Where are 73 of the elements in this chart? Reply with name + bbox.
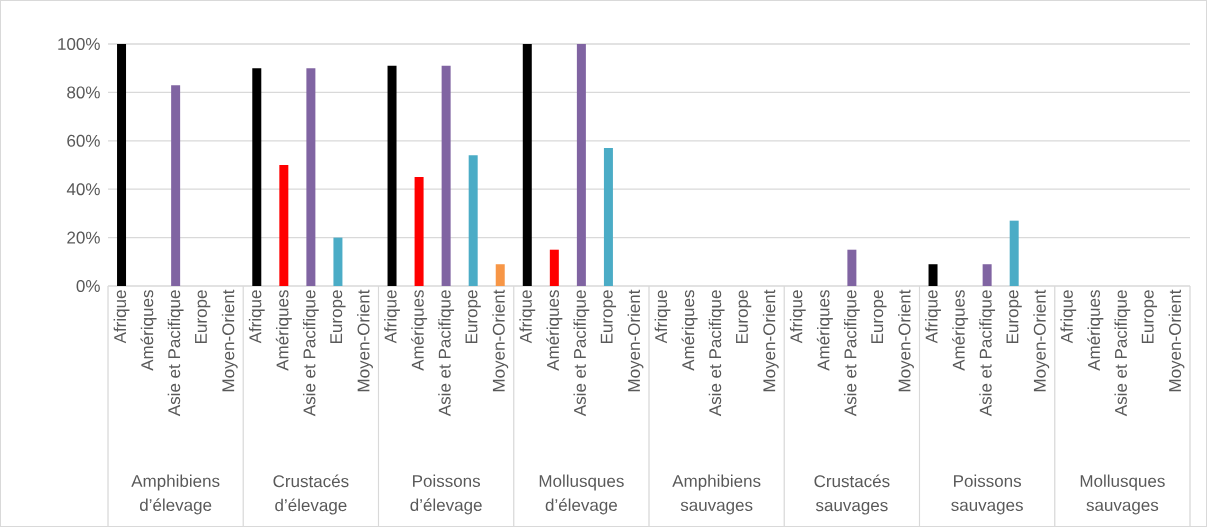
- bar: [495, 264, 505, 287]
- bar: [306, 68, 316, 287]
- y-tick-label: 0%: [76, 280, 100, 293]
- bar: [468, 155, 478, 287]
- y-tick-label: 80%: [67, 86, 100, 99]
- bar: [333, 237, 343, 287]
- bar: [441, 65, 451, 287]
- x-tick-label: Asie et Pacifique: [843, 290, 860, 417]
- x-tick-label: Asie et Pacifique: [167, 290, 184, 417]
- text: Poissons sauvages: [951, 474, 1023, 515]
- x-tick-label: Europe: [330, 290, 346, 344]
- x-tick-label: Afrique: [925, 290, 941, 344]
- x-tick-label: Amériques: [816, 290, 833, 371]
- x-tick-label: Amériques: [275, 290, 292, 371]
- bar: [279, 165, 289, 287]
- x-tick-label: Afrique: [789, 290, 806, 344]
- x-tick-label: Amériques: [546, 290, 563, 371]
- x-tick-label: Moyen-Orient: [221, 289, 238, 392]
- bar: [549, 249, 559, 287]
- x-tick-label: Asie et Pacifique: [573, 290, 590, 417]
- bar: [117, 44, 127, 287]
- x-tick-label: Afrique: [384, 290, 400, 344]
- x-tick-label: Afrique: [248, 290, 265, 344]
- bar: [171, 85, 181, 287]
- x-tick-label: Europe: [465, 290, 481, 344]
- x-tick-label: Europe: [871, 290, 887, 344]
- text: Crustacés sauvages: [814, 474, 890, 515]
- x-tick-label: Amériques: [140, 290, 157, 371]
- x-tick-label: Asie et Pacifique: [438, 290, 455, 417]
- x-tick-label: Moyen-Orient: [762, 289, 779, 392]
- x-tick-label: Amériques: [681, 290, 698, 371]
- bar: [1009, 220, 1019, 287]
- x-tick-label: Asie et Pacifique: [1114, 290, 1131, 417]
- x-tick-label: Afrique: [1060, 290, 1077, 344]
- x-tick-label: Europe: [1141, 290, 1158, 344]
- x-tick-label: Afrique: [519, 290, 536, 344]
- text: Crustacés d’élevage: [273, 474, 349, 515]
- x-tick-label: Asie et Pacifique: [302, 290, 319, 417]
- text: Amphibiens d’élevage: [131, 474, 220, 515]
- x-tick-label: Amériques: [1087, 290, 1104, 371]
- bar: [576, 44, 586, 287]
- text: Mollusques d’élevage: [539, 474, 624, 515]
- bar: [387, 65, 397, 287]
- text: Mollusques sauvages: [1080, 474, 1165, 515]
- x-tick-label: Afrique: [113, 290, 130, 344]
- x-tick-label: Moyen-Orient: [1033, 289, 1050, 392]
- bar: [414, 177, 424, 287]
- x-tick-label: Europe: [1006, 290, 1022, 344]
- x-tick-label: Asie et Pacifique: [708, 290, 725, 417]
- x-tick-label: Europe: [195, 290, 211, 344]
- bar: [252, 68, 262, 287]
- x-tick-label: Asie et Pacifique: [979, 290, 996, 417]
- x-tick-label: Moyen-Orient: [1168, 289, 1185, 392]
- text: Amphibiens sauvages: [672, 474, 761, 515]
- y-tick-label: 60%: [67, 134, 100, 147]
- text: Poissons d’élevage: [410, 474, 482, 515]
- bar: [522, 44, 532, 287]
- y-tick-label: 20%: [67, 231, 100, 244]
- x-tick-label: Moyen-Orient: [627, 289, 644, 392]
- x-tick-label: Moyen-Orient: [492, 289, 509, 392]
- bar: [928, 264, 938, 287]
- y-tick-label: 100%: [58, 38, 100, 51]
- x-tick-label: Europe: [600, 290, 617, 344]
- x-tick-label: Amériques: [411, 290, 428, 371]
- bar: [982, 264, 992, 287]
- x-tick-label: Europe: [736, 290, 752, 344]
- x-tick-label: Moyen-Orient: [357, 289, 373, 392]
- bar: [847, 249, 857, 287]
- x-tick-label: Moyen-Orient: [898, 289, 914, 392]
- x-tick-label: Amériques: [952, 290, 969, 371]
- x-tick-label: Afrique: [654, 290, 671, 344]
- bar: [603, 148, 613, 287]
- y-tick-label: 40%: [66, 183, 100, 196]
